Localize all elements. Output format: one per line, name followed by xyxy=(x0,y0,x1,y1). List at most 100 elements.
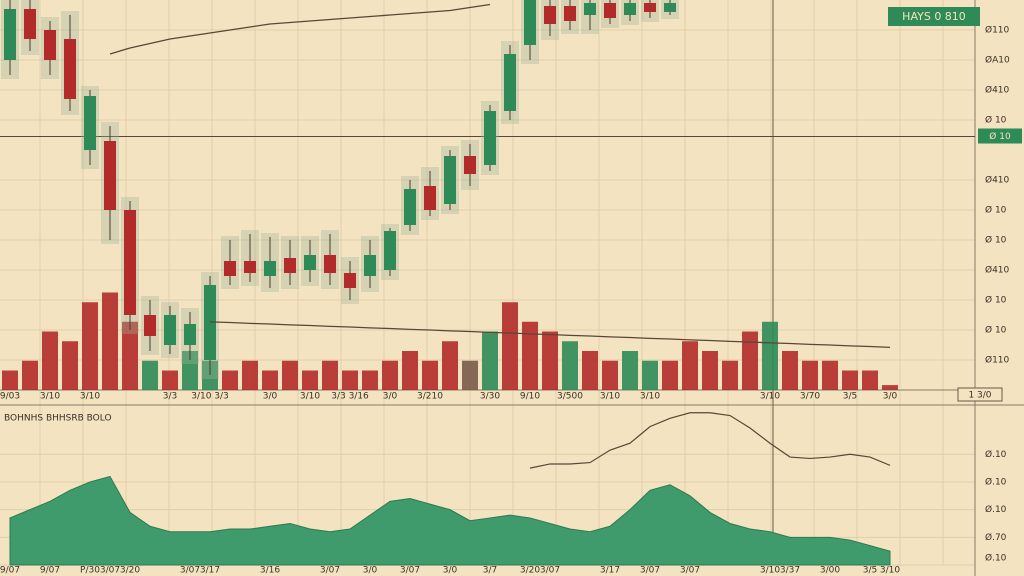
volume-bar xyxy=(42,331,58,390)
volume-bar xyxy=(102,292,118,390)
x-tick-label: 3/5 xyxy=(863,566,877,576)
volume-bar xyxy=(762,321,778,390)
x-tick-label: 3/10 xyxy=(40,392,60,402)
candle-body xyxy=(24,9,36,39)
volume-bar xyxy=(702,351,718,390)
x-tick-label: 9/10 xyxy=(520,392,540,402)
candle-body xyxy=(324,255,336,273)
x-tick-label: 9/03 xyxy=(0,392,20,402)
volume-bar xyxy=(582,351,598,390)
volume-bar xyxy=(642,360,658,390)
candle-body xyxy=(304,255,316,270)
candle-body xyxy=(184,324,196,345)
x-tick-label: 3/20 xyxy=(120,566,140,576)
candle-body xyxy=(404,189,416,225)
price-line-box xyxy=(978,128,1022,144)
cursor-box xyxy=(957,387,1003,402)
x-tick-label: 3/17 xyxy=(200,566,220,576)
y-tick-label: Ø410 xyxy=(985,85,1010,96)
y-tick-label: Ø.10 xyxy=(985,449,1007,460)
grid xyxy=(0,0,975,566)
volume-bar xyxy=(842,370,858,390)
x-tick-label: 3/3 3/16 xyxy=(331,392,369,402)
x-tick-label: P/30 xyxy=(80,566,100,576)
volume-bar xyxy=(22,360,38,390)
candle-body xyxy=(284,258,296,273)
indicator-line xyxy=(529,412,891,469)
volume-bar xyxy=(882,385,898,390)
x-tick-label: 3/20 xyxy=(520,566,540,576)
x-tick-label: 3/07 xyxy=(680,566,700,576)
volume-bar xyxy=(202,360,218,390)
volume-bar xyxy=(362,370,378,390)
volume-bar xyxy=(442,341,458,390)
y-tick-label: Ø 10 xyxy=(985,115,1007,126)
symbol-box xyxy=(888,7,980,26)
candle-body xyxy=(484,111,496,165)
x-tick-label: 3/30 xyxy=(480,392,500,402)
x-tick-label: 9/07 xyxy=(40,566,60,576)
volume-bar xyxy=(82,302,98,390)
volume-bar xyxy=(162,370,178,390)
x-tick-label: 3/07 xyxy=(180,566,200,576)
candle-body xyxy=(4,9,16,60)
volume-bar xyxy=(402,351,418,390)
x-tick-label: 3/7 xyxy=(483,566,497,576)
candle-body xyxy=(344,273,356,288)
x-tick-label: 3/3 xyxy=(163,392,177,402)
x-tick-label: 3/70 xyxy=(800,392,820,402)
x-tick-label: 3/16 xyxy=(260,566,280,576)
candle-body xyxy=(124,210,136,315)
volume-bar xyxy=(2,370,18,390)
x-tick-label: 3/10 xyxy=(600,392,620,402)
volume-bar xyxy=(562,341,578,390)
candle-body xyxy=(424,186,436,210)
x-tick-label: 3/07 xyxy=(640,566,660,576)
candle-body xyxy=(384,231,396,270)
x-tick-label: 9/07 xyxy=(0,566,20,576)
candle-body xyxy=(104,141,116,210)
volume-bar xyxy=(422,360,438,390)
x-tick-label: 3/0 xyxy=(883,392,898,402)
candle-body xyxy=(584,3,596,15)
y-tick-label: Ø 10 xyxy=(985,295,1007,306)
volume-bar xyxy=(522,321,538,390)
volume-bar xyxy=(622,351,638,390)
volume-bar xyxy=(142,360,158,390)
volume-bar xyxy=(382,360,398,390)
candle-body xyxy=(64,39,76,99)
candle-body xyxy=(464,156,476,174)
y-tick-label: Ø 10 xyxy=(985,235,1007,246)
volume-bar xyxy=(682,341,698,390)
volume-bar xyxy=(282,360,298,390)
y-tick-label: Ø.70 xyxy=(985,532,1007,543)
x-tick-label: 3/37 xyxy=(780,566,800,576)
x-tick-label: 3/10 xyxy=(880,566,900,576)
volume-bar xyxy=(862,370,878,390)
x-tick-label: 3/210 xyxy=(417,392,443,402)
x-tick-label: 3/0 xyxy=(363,566,378,576)
x-tick-label: 3/07 xyxy=(400,566,420,576)
candle-body xyxy=(504,54,516,111)
x-tick-label: 3/07 xyxy=(540,566,560,576)
candle-body xyxy=(444,156,456,204)
volume-bar xyxy=(742,331,758,390)
volume-bar xyxy=(122,321,138,390)
candle-body xyxy=(544,6,556,24)
cursor-label: 1 3/0 xyxy=(968,391,991,401)
x-tick-label: 3/00 xyxy=(820,566,840,576)
y-tick-label: Ø.10 xyxy=(985,476,1007,487)
candle-body xyxy=(144,315,156,336)
volume-bar xyxy=(482,331,498,390)
y-tick-label: Ø110 xyxy=(985,25,1010,36)
y-tick-label: Ø 10 xyxy=(985,205,1007,216)
ma-line xyxy=(109,3,491,55)
volume-bar xyxy=(262,370,278,390)
candle-body xyxy=(604,3,616,18)
x-tick-label: 3/17 xyxy=(600,566,620,576)
x-tick-label: 3/10 xyxy=(760,566,780,576)
area xyxy=(9,475,891,566)
volume-bar xyxy=(182,351,198,390)
ma-line xyxy=(209,321,891,349)
